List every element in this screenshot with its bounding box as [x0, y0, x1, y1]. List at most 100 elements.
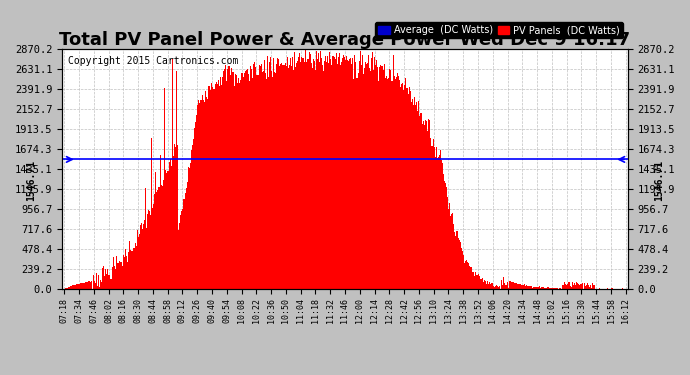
Bar [475, 272, 476, 289]
Bar [502, 285, 504, 289]
Bar [299, 53, 300, 289]
Bar [510, 282, 511, 289]
Bar [540, 288, 541, 289]
Bar [131, 251, 132, 289]
Bar [155, 172, 157, 289]
Bar [353, 79, 355, 289]
Bar [347, 60, 348, 289]
Title: Total PV Panel Power & Average Power Wed Dec 9 16:17: Total PV Panel Power & Average Power Wed… [59, 31, 631, 49]
Bar [101, 282, 102, 289]
Bar [553, 288, 555, 289]
Bar [386, 79, 388, 289]
Bar [102, 268, 103, 289]
Bar [313, 59, 314, 289]
Bar [195, 122, 196, 289]
Bar [564, 282, 565, 289]
Bar [171, 166, 172, 289]
Bar [88, 281, 89, 289]
Bar [228, 66, 229, 289]
Bar [498, 287, 499, 289]
Bar [89, 281, 90, 289]
Bar [124, 257, 125, 289]
Bar [227, 69, 228, 289]
Bar [508, 288, 509, 289]
Bar [200, 100, 201, 289]
Bar [298, 57, 299, 289]
Bar [269, 62, 270, 289]
Bar [421, 114, 422, 289]
Bar [580, 284, 582, 289]
Bar [612, 288, 613, 289]
Bar [574, 283, 575, 289]
Bar [416, 102, 417, 289]
Bar [584, 286, 586, 289]
Bar [449, 203, 451, 289]
Bar [394, 76, 395, 289]
Bar [390, 70, 391, 289]
Bar [77, 284, 78, 289]
Bar [118, 263, 119, 289]
Bar [455, 236, 457, 289]
Bar [270, 57, 271, 289]
Bar [294, 52, 295, 289]
Bar [275, 73, 276, 289]
Bar [468, 262, 469, 289]
Bar [277, 58, 278, 289]
Bar [65, 288, 66, 289]
Bar [420, 113, 421, 289]
Bar [315, 70, 316, 289]
Bar [322, 65, 323, 289]
Bar [67, 288, 68, 289]
Bar [76, 284, 77, 289]
Bar [84, 282, 86, 289]
Bar [341, 63, 342, 289]
Bar [451, 214, 453, 289]
Bar [192, 145, 193, 289]
Bar [95, 283, 96, 289]
Bar [486, 280, 488, 289]
Bar [335, 53, 337, 289]
Bar [329, 52, 331, 289]
Bar [453, 224, 455, 289]
Bar [215, 84, 216, 289]
Bar [512, 282, 513, 289]
Bar [391, 81, 392, 289]
Bar [237, 78, 239, 289]
Bar [126, 256, 127, 289]
Bar [533, 287, 535, 289]
Bar [375, 64, 376, 289]
Bar [180, 216, 181, 289]
Bar [231, 68, 233, 289]
Bar [146, 228, 147, 289]
Bar [108, 275, 110, 289]
Bar [80, 283, 81, 289]
Bar [248, 74, 249, 289]
Bar [359, 51, 361, 289]
Bar [607, 288, 608, 289]
Bar [368, 55, 369, 289]
Bar [494, 287, 495, 289]
Bar [148, 210, 149, 289]
Bar [127, 262, 128, 289]
Bar [444, 181, 445, 289]
Bar [174, 144, 175, 289]
Bar [112, 257, 114, 289]
Bar [241, 73, 243, 289]
Bar [428, 119, 429, 289]
Bar [233, 86, 235, 289]
Bar [290, 66, 292, 289]
Bar [175, 147, 176, 289]
Bar [276, 64, 277, 289]
Bar [81, 283, 82, 289]
Bar [441, 160, 442, 289]
Bar [206, 97, 208, 289]
Bar [410, 91, 411, 289]
Bar [342, 58, 343, 289]
Bar [261, 64, 262, 289]
Bar [250, 66, 251, 289]
Bar [345, 60, 346, 289]
Bar [70, 286, 71, 289]
Bar [306, 62, 308, 289]
Bar [198, 100, 199, 289]
Bar [499, 286, 500, 289]
